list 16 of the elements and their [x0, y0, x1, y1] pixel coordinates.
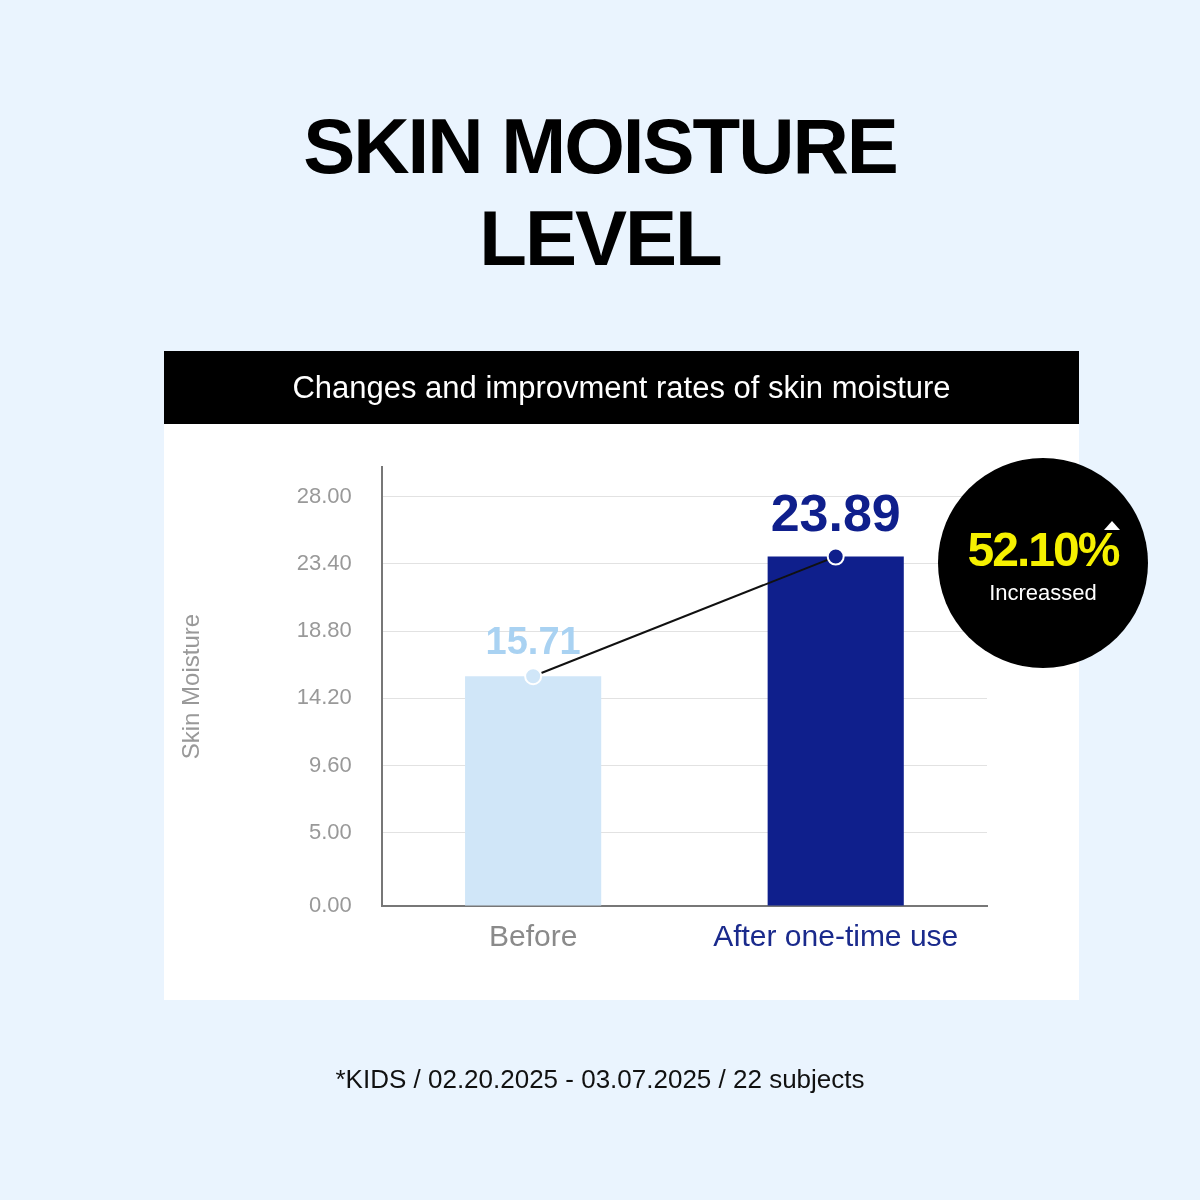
data-label: 23.89 [770, 483, 901, 542]
x-tick-label: Before [488, 919, 578, 953]
y-axis-title: Skin Moisture [177, 613, 205, 760]
y-tick-label: 0.00 [309, 892, 352, 918]
y-tick-label: 5.00 [309, 818, 352, 844]
y-tick-label: 14.20 [296, 684, 352, 710]
chart-title: SKIN MOISTURE LEVEL [302, 101, 898, 284]
text: *KIDS / 02.20.2025 - 03.07.2025 / 22 subjects [334, 1064, 866, 1095]
x-tick-label: After one-time use [713, 919, 959, 953]
y-tick-label: 28.00 [296, 482, 352, 508]
y-tick-label: 9.60 [309, 751, 352, 777]
y-tick-label: 18.80 [296, 617, 352, 643]
chart-subtitle: Changes and improvment rates of skin moisture [164, 351, 1079, 424]
annotation: 52.10% [967, 522, 1119, 578]
data-label: 15.71 [485, 619, 581, 662]
y-tick-label: 23.40 [296, 549, 352, 575]
